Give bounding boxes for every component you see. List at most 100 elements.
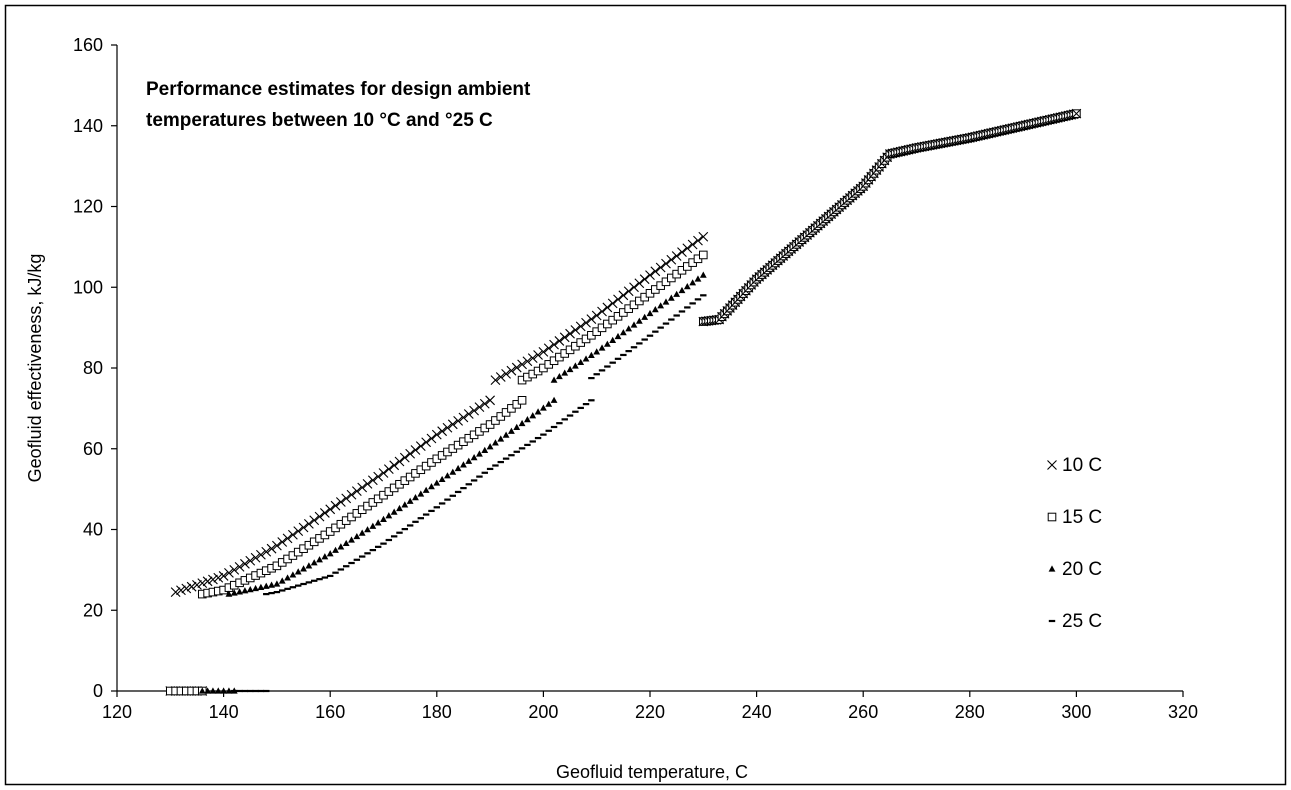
data-point xyxy=(278,577,286,584)
data-point xyxy=(492,464,499,467)
data-point xyxy=(225,590,233,597)
data-point xyxy=(524,443,531,447)
data-point xyxy=(208,574,218,585)
y-tick-label: 140 xyxy=(73,116,103,136)
data-point xyxy=(470,479,478,482)
data-point xyxy=(421,437,432,448)
data-point xyxy=(449,468,457,475)
data-point xyxy=(273,590,281,594)
data-point xyxy=(629,282,639,293)
data-point xyxy=(486,467,494,471)
data-point xyxy=(476,475,483,478)
data-point xyxy=(587,351,595,358)
data-point xyxy=(559,332,570,343)
data-point xyxy=(337,568,345,571)
data-point xyxy=(192,580,202,590)
data-point xyxy=(588,399,595,402)
data-point xyxy=(593,348,601,355)
data-point xyxy=(438,475,446,483)
data-point xyxy=(678,286,686,294)
data-point xyxy=(295,584,302,587)
data-point xyxy=(428,509,435,513)
data-point xyxy=(479,398,490,409)
data-point xyxy=(700,294,707,297)
data-point xyxy=(618,290,629,301)
x-tick-label: 240 xyxy=(742,702,772,722)
data-point xyxy=(380,542,387,545)
data-point xyxy=(538,346,549,357)
data-point xyxy=(369,548,377,552)
data-point xyxy=(401,527,409,531)
data-point xyxy=(657,302,665,309)
data-point xyxy=(662,298,670,305)
data-point xyxy=(497,460,504,464)
data-point xyxy=(218,571,229,581)
data-point xyxy=(426,433,437,444)
data-point xyxy=(240,558,250,569)
legend: 10 C 15 C 20 C 25 C xyxy=(1047,455,1102,632)
data-point xyxy=(394,456,405,467)
data-point xyxy=(401,501,409,508)
data-point xyxy=(262,582,270,589)
data-point xyxy=(358,529,366,536)
data-point xyxy=(517,359,527,370)
data-point xyxy=(565,328,575,339)
data-point xyxy=(635,317,643,324)
y-tick-label: 100 xyxy=(73,277,103,297)
data-point xyxy=(550,425,558,429)
data-point xyxy=(591,310,602,321)
legend-marker xyxy=(1047,512,1057,522)
data-point xyxy=(549,339,559,350)
data-point xyxy=(508,427,515,434)
series-25-c xyxy=(231,294,707,693)
plot-marks xyxy=(165,108,1082,696)
y-tick-label: 80 xyxy=(83,358,103,378)
data-point xyxy=(214,687,222,694)
annotation-line-1: Performance estimates for design ambient xyxy=(146,79,531,100)
data-point xyxy=(230,589,238,596)
data-point xyxy=(396,504,403,512)
data-point xyxy=(405,448,416,459)
data-point xyxy=(266,543,277,554)
data-point xyxy=(458,412,469,423)
data-point xyxy=(282,533,293,544)
data-point xyxy=(683,283,691,290)
data-point xyxy=(362,478,373,489)
data-point xyxy=(346,489,357,500)
data-point xyxy=(620,353,627,357)
data-point xyxy=(486,443,494,450)
data-point xyxy=(561,369,569,376)
data-point xyxy=(303,518,314,529)
data-point xyxy=(351,486,362,497)
data-point xyxy=(279,589,286,592)
data-point xyxy=(586,314,597,325)
data-point xyxy=(385,512,393,519)
data-point xyxy=(694,298,702,301)
data-point xyxy=(460,487,467,490)
data-point xyxy=(220,687,227,694)
data-point xyxy=(689,279,697,286)
data-point xyxy=(316,578,323,581)
data-point xyxy=(490,375,501,386)
data-point xyxy=(598,369,606,372)
data-point xyxy=(555,372,563,380)
data-point xyxy=(335,497,346,507)
data-point xyxy=(662,322,670,325)
data-point xyxy=(529,440,536,443)
data-point xyxy=(298,522,309,533)
data-point xyxy=(422,513,430,516)
data-point xyxy=(321,553,329,560)
data-point xyxy=(460,461,467,468)
data-point xyxy=(470,454,478,461)
y-tick-label: 40 xyxy=(83,520,103,540)
data-point xyxy=(655,262,666,273)
data-point xyxy=(202,576,213,587)
data-point xyxy=(469,405,479,416)
x-axis-title: Geofluid temperature, C xyxy=(556,762,748,782)
data-point xyxy=(300,565,307,572)
data-point xyxy=(348,536,355,543)
data-point xyxy=(474,402,485,413)
data-point xyxy=(337,543,345,550)
data-point xyxy=(689,302,696,305)
data-point xyxy=(437,426,448,437)
